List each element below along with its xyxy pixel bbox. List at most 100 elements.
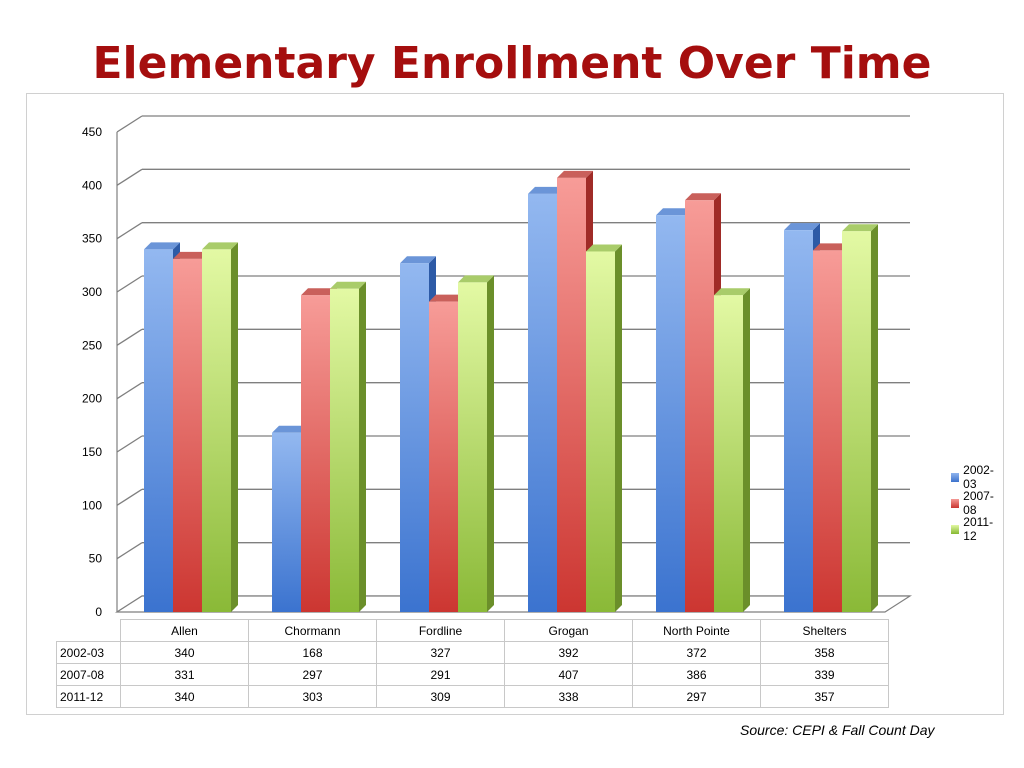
bar-top <box>528 186 564 194</box>
table-row: 2011-12 340 303 309 338 297 357 <box>56 685 889 708</box>
bar-side <box>743 288 750 612</box>
bars <box>144 170 878 613</box>
bar-front <box>528 193 557 612</box>
gridline <box>116 542 143 560</box>
source-note: Source: CEPI & Fall Count Day <box>740 722 935 738</box>
bar-front <box>202 249 231 613</box>
bar-top <box>272 425 308 433</box>
table-cell: 372 <box>632 641 761 664</box>
bar <box>202 242 238 613</box>
bar-front <box>458 282 487 612</box>
table-cell: 358 <box>760 641 889 664</box>
bar-top <box>202 242 238 250</box>
table-cell: 392 <box>504 641 633 664</box>
chart-frame: 0 50 100 150 200 250 300 350 400 450 2002-03 2007… <box>26 93 1004 715</box>
legend-label: 2007-08 <box>963 489 994 517</box>
bar-side <box>487 275 494 612</box>
y-tick-label: 250 <box>82 338 102 352</box>
y-tick-label: 450 <box>82 125 102 139</box>
bar-chart: 0 50 100 150 200 250 300 350 400 450 <box>82 115 913 619</box>
table-cell: 340 <box>120 685 249 708</box>
gridline <box>116 275 143 293</box>
bar-side <box>871 224 878 612</box>
legend-swatch <box>951 498 960 508</box>
bar <box>842 224 878 612</box>
bar-front <box>813 250 842 612</box>
bar-front <box>301 295 330 612</box>
table-cell: 297 <box>632 685 761 708</box>
gridline <box>116 435 143 453</box>
table-cell: 168 <box>248 641 377 664</box>
table-cell: 303 <box>248 685 377 708</box>
gridline <box>116 488 143 506</box>
y-axis: 0 50 100 150 200 250 300 350 400 450 <box>82 125 102 619</box>
bar-front <box>656 215 685 612</box>
bar-top <box>784 223 820 231</box>
y-tick-label: 0 <box>95 605 102 619</box>
bar-top <box>557 170 593 178</box>
bar-front <box>557 177 586 612</box>
bar-top <box>458 275 494 283</box>
legend-item: 2011-12 <box>951 515 1003 543</box>
bar-front <box>330 288 359 612</box>
bar-top <box>813 243 849 251</box>
bar-top <box>144 242 180 250</box>
table-col-header: Grogan <box>504 619 633 642</box>
table-header-row: Allen Chormann Fordline Grogan North Poi… <box>56 619 889 642</box>
table-col-header: Shelters <box>760 619 889 642</box>
y-tick-label: 100 <box>82 498 102 512</box>
table-cell: 331 <box>120 663 249 686</box>
table-cell: 339 <box>760 663 889 686</box>
bar-front <box>714 295 743 612</box>
gridline <box>116 168 143 186</box>
y-tick-label: 300 <box>82 285 102 299</box>
gridline <box>116 382 143 400</box>
bar-side <box>615 244 622 612</box>
table-row: 2002-03 340 168 327 392 372 358 <box>56 641 889 664</box>
table-row: 2007-08 331 297 291 407 386 339 <box>56 663 889 686</box>
bar <box>458 275 494 612</box>
y-tick-label: 200 <box>82 392 102 406</box>
legend-item: 2002-03 <box>951 463 1003 491</box>
bar <box>714 288 750 612</box>
table-cell: 386 <box>632 663 761 686</box>
gridline <box>116 328 143 346</box>
table-row-label: 2002-03 <box>56 641 121 664</box>
bar-top <box>301 288 337 296</box>
chart-legend: 2002-03 2007-08 2011-12 <box>951 463 1003 543</box>
data-table: Allen Chormann Fordline Grogan North Poi… <box>56 619 889 708</box>
legend-swatch <box>951 524 960 534</box>
bar-top <box>429 294 465 302</box>
bar-top <box>656 208 692 216</box>
table-col-header: Chormann <box>248 619 377 642</box>
bar-front <box>400 263 429 612</box>
table-cell: 338 <box>504 685 633 708</box>
bar-top <box>714 288 750 296</box>
bar-front <box>429 301 458 612</box>
table-cell: 327 <box>376 641 505 664</box>
bar-side <box>359 281 366 612</box>
bar <box>586 244 622 612</box>
gridline <box>116 115 143 133</box>
table-cell: 309 <box>376 685 505 708</box>
bar-top <box>685 193 721 201</box>
bar-front <box>784 230 813 612</box>
table-col-header: Fordline <box>376 619 505 642</box>
table-cell: 407 <box>504 663 633 686</box>
legend-item: 2007-08 <box>951 489 1003 517</box>
y-tick-label: 400 <box>82 178 102 192</box>
gridline <box>116 222 143 240</box>
bar-front <box>685 200 714 612</box>
bar-top <box>400 256 436 264</box>
table-cell: 340 <box>120 641 249 664</box>
legend-swatch <box>951 472 960 482</box>
bar-top <box>173 251 209 259</box>
table-col-header: Allen <box>120 619 249 642</box>
bar-front <box>272 432 301 612</box>
table-cell: 297 <box>248 663 377 686</box>
legend-label: 2011-12 <box>963 515 994 543</box>
y-tick-label: 350 <box>82 232 102 246</box>
table-cell: 357 <box>760 685 889 708</box>
y-tick-label: 50 <box>89 552 103 566</box>
bar-top <box>586 244 622 252</box>
